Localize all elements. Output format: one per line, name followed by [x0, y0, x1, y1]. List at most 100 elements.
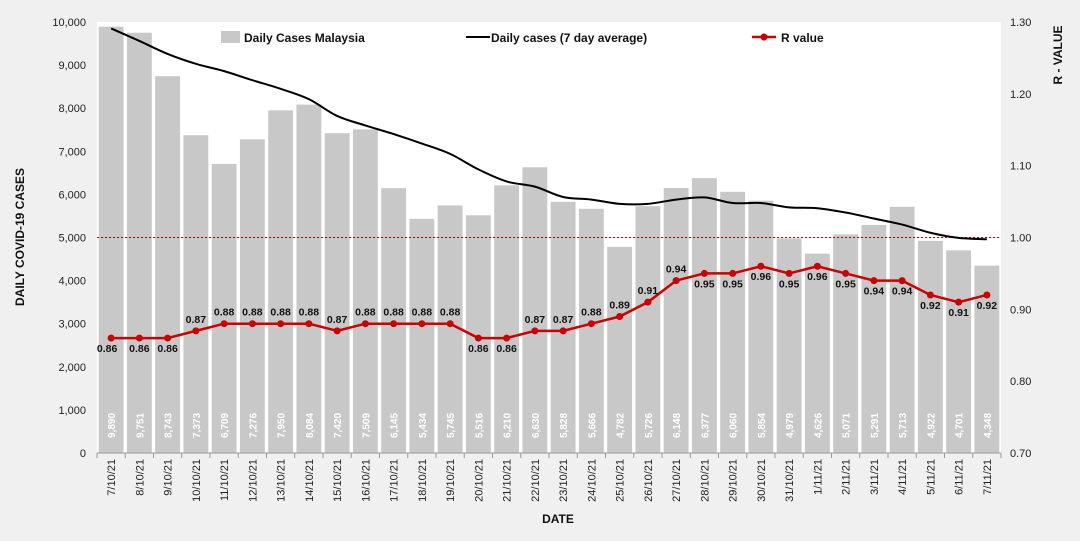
r-value-marker	[898, 277, 906, 285]
x-tick-label: 1/11/21	[812, 459, 824, 495]
x-tick-label: 13/10/21	[276, 459, 288, 502]
bar-value-label: 7,509	[361, 413, 372, 438]
x-tick-label: 23/10/21	[558, 459, 570, 502]
x-tick-label: 25/10/21	[615, 459, 627, 502]
r-value-label: 0.95	[835, 278, 856, 290]
r-value-label: 0.86	[129, 343, 150, 355]
r-value-marker	[700, 269, 708, 277]
bar	[155, 76, 181, 453]
bar-value-label: 6,145	[390, 413, 401, 438]
r-value-label: 0.86	[496, 343, 517, 355]
bar-value-label: 4,782	[616, 413, 627, 438]
bar-value-label: 6,060	[729, 413, 740, 438]
y-tick-label: 8,000	[58, 103, 86, 115]
bar	[98, 26, 124, 454]
x-tick-label: 11/10/21	[219, 459, 231, 501]
bar-value-label: 9,751	[135, 413, 146, 438]
bar-value-label: 8,743	[164, 413, 175, 438]
r-value-label: 0.86	[157, 343, 178, 355]
x-tick-label: 8/10/21	[134, 459, 146, 496]
r-value-label: 0.95	[722, 278, 743, 290]
x-tick-label: 7/10/21	[106, 459, 118, 496]
legend-label-r: R value	[781, 31, 824, 45]
r-value-marker	[983, 291, 991, 299]
legend-label-bars: Daily Cases Malaysia	[244, 31, 365, 45]
r-value-label: 0.87	[525, 314, 546, 326]
bar-value-label: 6,709	[220, 413, 231, 438]
r-value-label: 0.86	[97, 343, 118, 355]
bars-group: 9,890 9,751 8,743 7,373 6,709 7,276 7,950 8,084…	[98, 26, 1000, 454]
x-tick-label: 17/10/21	[389, 459, 401, 502]
r-value-marker	[757, 262, 765, 270]
r-value-marker	[559, 327, 567, 335]
r-value-marker	[135, 334, 143, 342]
bar-value-label: 6,377	[700, 413, 711, 438]
x-tick-label: 19/10/21	[445, 459, 457, 502]
bar	[239, 139, 265, 453]
x-tick-label: 10/10/21	[191, 459, 203, 502]
x-tick-label: 28/10/21	[699, 459, 711, 502]
y-tick-label: 1,000	[58, 405, 86, 417]
bar-value-label: 4,626	[813, 413, 824, 438]
axes-group: 0 1,000 2,000 3,000 4,000 5,000 6,000 7,000 8,00…	[52, 17, 1031, 502]
r-value-marker	[220, 320, 228, 328]
bar-value-label: 4,701	[955, 413, 966, 438]
x-tick-label: 21/10/21	[502, 459, 514, 502]
bar-value-label: 5,666	[587, 413, 598, 438]
r-value-label: 0.88	[214, 307, 235, 319]
r-value-marker	[955, 298, 963, 306]
r-value-marker	[474, 334, 482, 342]
bar	[578, 208, 604, 453]
bar-value-label: 5,745	[446, 413, 457, 438]
r-value-label: 0.89	[609, 300, 630, 312]
bar	[494, 185, 520, 453]
bar	[635, 206, 661, 453]
bar-value-label: 8,084	[305, 413, 316, 438]
legend-swatch-bars	[221, 31, 240, 43]
bar-value-label: 5,291	[870, 413, 881, 438]
r-value-marker	[164, 334, 172, 342]
bar	[211, 163, 237, 453]
bar-value-label: 5,434	[418, 413, 429, 438]
x-tick-label: 26/10/21	[643, 459, 655, 502]
bar	[748, 200, 774, 453]
bar	[720, 191, 746, 453]
bar-value-label: 4,979	[785, 413, 796, 438]
y2-tick-label: 0.80	[1010, 376, 1031, 388]
x-tick-label: 15/10/21	[332, 459, 344, 502]
bar-value-label: 6,148	[672, 413, 683, 438]
y-tick-label: 7,000	[58, 146, 86, 158]
bar	[607, 246, 633, 453]
x-tick-label: 16/10/21	[360, 459, 372, 502]
y-tick-label: 5,000	[58, 233, 86, 245]
y-tick-label: 3,000	[58, 319, 86, 331]
x-tick-label: 2/11/21	[841, 459, 853, 495]
y-tick-label: 6,000	[58, 189, 86, 201]
legend: Daily Cases Malaysia Daily cases (7 day a…	[221, 31, 824, 45]
r-value-marker	[842, 269, 850, 277]
r-value-label: 0.88	[383, 307, 404, 319]
r-value-marker	[672, 277, 680, 285]
x-tick-label: 7/11/21	[982, 459, 994, 495]
bar-value-label: 4,922	[926, 413, 937, 438]
bar	[183, 135, 209, 453]
bar	[409, 218, 435, 453]
bar-value-label: 9,890	[107, 413, 118, 438]
r-value-group: 0.86 0.86 0.86 0.87 0.88 0.88 0.88 0.88 0.87 0.88…	[97, 262, 997, 355]
r-value-marker	[446, 320, 454, 328]
r-value-label: 0.88	[270, 307, 291, 319]
bar-value-label: 5,854	[757, 413, 768, 438]
bar-value-label: 5,726	[644, 413, 655, 438]
r-value-marker	[277, 320, 285, 328]
r-value-label: 0.88	[242, 307, 263, 319]
bar-value-label: 5,071	[842, 413, 853, 438]
average-line	[110, 27, 987, 241]
bar	[324, 133, 350, 453]
x-tick-label: 5/11/21	[925, 459, 937, 495]
y2-axis-title: R - VALUE	[1051, 25, 1065, 84]
r-value-marker	[361, 320, 369, 328]
bar	[522, 167, 548, 453]
r-value-label: 0.94	[666, 264, 687, 276]
bar-value-label: 7,420	[333, 413, 344, 438]
